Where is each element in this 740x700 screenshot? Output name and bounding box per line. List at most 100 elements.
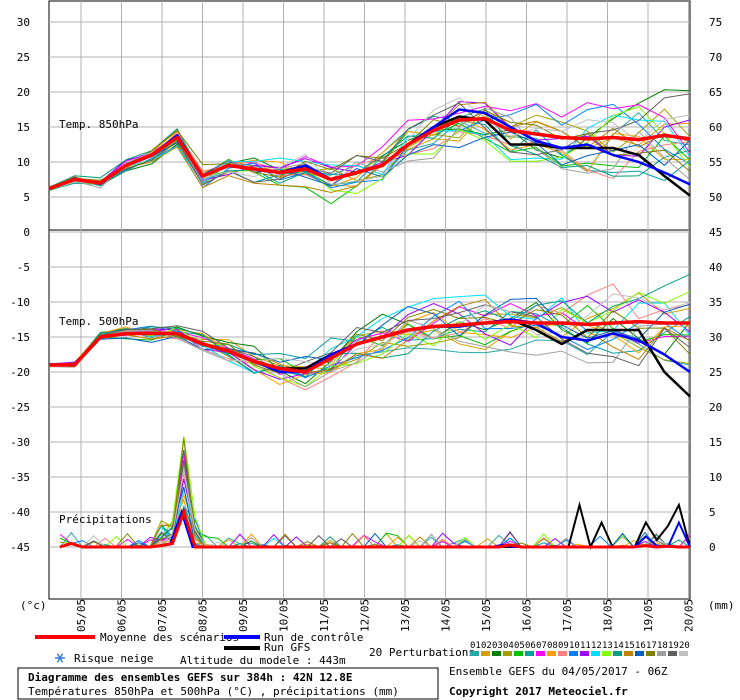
perturbation-number: 07	[536, 641, 547, 651]
t850-member-17	[48, 109, 691, 190]
perturbation-swatch	[536, 651, 545, 656]
risque-neige-label: Risque neige	[74, 652, 153, 665]
perturbation-swatch	[558, 651, 567, 656]
x-tick-label: 09/05	[237, 599, 250, 632]
x-tick-label: 17/05	[561, 599, 574, 632]
perturbation-swatch	[547, 651, 556, 656]
perturbation-number: 03	[492, 641, 503, 651]
perturbation-swatch	[657, 651, 666, 656]
perturbation-swatch	[580, 651, 589, 656]
y-left-tick: 30	[17, 16, 30, 29]
y-left-tick: 10	[17, 156, 30, 169]
legend-gfs-label: Run GFS	[264, 641, 310, 654]
perturbation-number: 11	[580, 641, 591, 651]
lower-plot-frame	[48, 229, 691, 600]
y-left-tick: -35	[10, 471, 30, 484]
y-right-tick: 50	[709, 191, 722, 204]
perturbation-swatch	[635, 651, 644, 656]
perturbation-number: 12	[591, 641, 602, 651]
perturbation-number: 10	[569, 641, 580, 651]
x-axis-ticks: 05/05 06/05 07/05 08/05 09/05 10/05 11/05 12/05…	[75, 599, 696, 632]
x-tick-label: 08/05	[197, 599, 210, 632]
y-right-tick: 45	[709, 226, 722, 239]
perturbation-swatch	[492, 651, 501, 656]
x-tick-label: 20/05	[683, 599, 696, 632]
y-right-tick: 75	[709, 16, 722, 29]
perturbation-number: 19	[668, 641, 679, 651]
perturbation-number: 04	[503, 641, 514, 651]
t850-member-19	[48, 93, 691, 191]
chart-title: Diagramme des ensembles GEFS sur 384h : …	[28, 671, 353, 684]
x-tick-label: 06/05	[116, 599, 129, 632]
grid-lines	[49, 1, 690, 599]
precip-member-3	[59, 449, 690, 548]
t500-member-19	[48, 304, 691, 373]
copyright: Copyright 2017 Meteociel.fr	[449, 685, 628, 698]
perturbation-swatch	[514, 651, 523, 656]
perturbation-swatch	[569, 651, 578, 656]
y-right-tick: 15	[709, 436, 722, 449]
x-tick-label: 19/05	[642, 599, 655, 632]
perturbation-number: 02	[481, 641, 492, 651]
y-right-tick: 25	[709, 366, 722, 379]
y-left-tick: -30	[10, 436, 30, 449]
t500-member-9	[48, 283, 691, 391]
y-left-tick: 15	[17, 121, 30, 134]
t850-label: Temp. 850hPa	[59, 118, 138, 131]
perturbation-swatch	[503, 651, 512, 656]
t500-member-17	[48, 308, 691, 374]
y-right-tick: 35	[709, 296, 722, 309]
x-tick-label: 05/05	[75, 599, 88, 632]
snowflake-icon	[55, 653, 65, 663]
x-tick-label: 10/05	[278, 599, 291, 632]
perturbation-number: 01	[470, 641, 481, 651]
perturbation-number: 13	[602, 641, 613, 651]
perturbation-number: 05	[514, 641, 525, 651]
legend-control-label: Run de contrôle	[264, 631, 363, 644]
title-box	[17, 667, 439, 700]
y-left-tick: 5	[23, 191, 30, 204]
y-right-tick: 60	[709, 121, 722, 134]
y-right-tick: 40	[709, 261, 722, 274]
x-tick-label: 14/05	[440, 599, 453, 632]
upper-plot-frame	[48, 0, 691, 231]
y-right-tick: 10	[709, 471, 722, 484]
x-tick-label: 12/05	[359, 599, 372, 632]
y-left-tick: 0	[23, 226, 30, 239]
t500-mean-line	[49, 319, 690, 374]
x-tick-label: 18/05	[602, 599, 615, 632]
y-right-tick: 65	[709, 86, 722, 99]
t850-member-16	[48, 131, 691, 190]
perturbation-swatch	[624, 651, 633, 656]
perturbation-swatch	[525, 651, 534, 656]
perturbation-swatch	[668, 651, 677, 656]
precip-mean-line	[59, 507, 690, 549]
precip-member-13	[59, 436, 690, 548]
perturbation-swatch	[613, 651, 622, 656]
left-axis-ticks: 30 25 20 15 10 5 0 -5 -10 -15 -20 -25 -30 -35 -40 -45	[10, 16, 30, 554]
legend-mean-label: Moyenne des scénarios	[100, 631, 239, 644]
t500-label: Temp. 500hPa	[59, 315, 138, 328]
perturbation-number: 06	[525, 641, 536, 651]
y-right-tick: 70	[709, 51, 722, 64]
y-right-tick: 20	[709, 401, 722, 414]
perturbation-number: 14	[613, 641, 624, 651]
t500-member-12	[49, 294, 691, 374]
perturbation-number: 17	[646, 641, 657, 651]
x-tick-label: 13/05	[399, 599, 412, 632]
perturbation-swatch	[591, 651, 600, 656]
y-left-tick: -20	[10, 366, 30, 379]
x-tick-label: 16/05	[521, 599, 534, 632]
y-right-tick: 55	[709, 156, 722, 169]
y-left-tick: 20	[17, 86, 30, 99]
y-left-tick: -15	[10, 331, 30, 344]
precip-label: Précipitations	[59, 513, 152, 526]
chart-subtitle: Températures 850hPa et 500hPa (°C) , pré…	[28, 685, 399, 698]
y-right-tick: 0	[709, 541, 716, 554]
precip-member-4	[59, 436, 690, 548]
y-left-tick: -45	[10, 541, 30, 554]
perturbation-swatch	[646, 651, 655, 656]
main-series	[48, 108, 691, 550]
